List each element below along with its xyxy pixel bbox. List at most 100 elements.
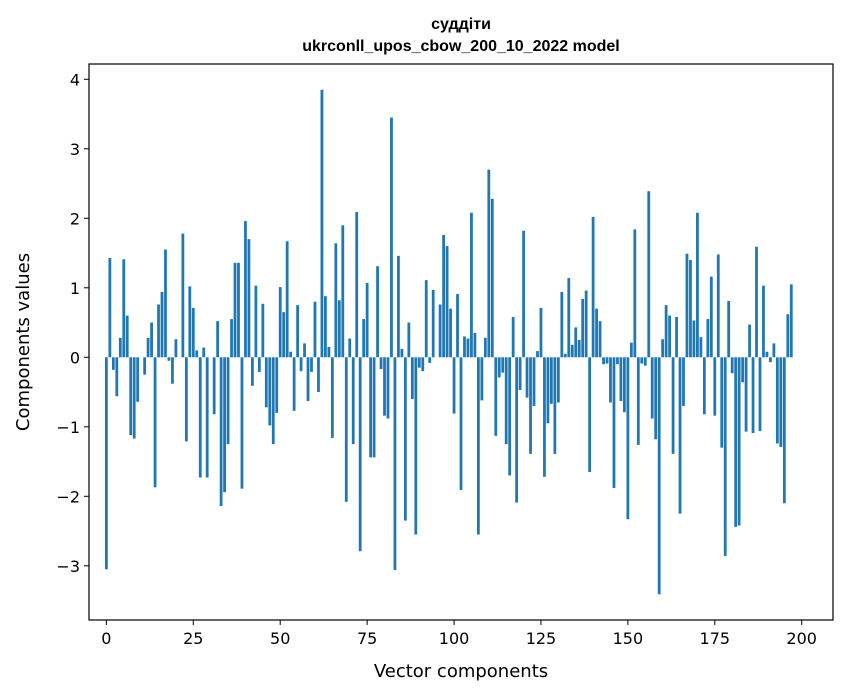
bar: [560, 291, 564, 358]
bar: [584, 290, 588, 358]
bar: [636, 357, 640, 445]
bar: [143, 357, 147, 375]
bar: [619, 357, 623, 402]
bar: [713, 357, 717, 416]
bar: [640, 357, 644, 364]
bar: [230, 319, 233, 358]
bar: [442, 234, 446, 358]
bar: [702, 357, 706, 415]
bar: [609, 357, 612, 403]
bar: [466, 338, 470, 358]
bar: [720, 357, 724, 448]
bar: [257, 357, 261, 372]
bar: [452, 357, 456, 414]
bar: [397, 255, 400, 358]
bar: [292, 357, 296, 411]
bar: [699, 337, 703, 358]
bar: [268, 357, 272, 426]
bar: [150, 322, 153, 358]
bar: [251, 357, 254, 386]
bar: [313, 301, 317, 358]
bar: [324, 296, 327, 358]
chart-title: суддіти: [431, 16, 491, 33]
bar: [647, 191, 651, 358]
bar: [278, 287, 282, 358]
x-axis-ticks: 0 25 50 75 100 125 150 175 200: [101, 620, 817, 648]
bar: [671, 357, 675, 454]
bar: [744, 357, 748, 432]
bar: [605, 357, 609, 364]
bar: [762, 285, 765, 358]
bar: [449, 308, 452, 358]
bar: [118, 337, 122, 358]
bar: [153, 357, 157, 488]
bar: [111, 357, 115, 370]
bar: [310, 357, 313, 372]
x-tick-label: 25: [183, 629, 203, 648]
bars-group: [104, 89, 793, 595]
bar: [407, 322, 411, 358]
y-tick-label: −2: [56, 487, 80, 506]
bar: [581, 298, 585, 358]
bar: [237, 262, 240, 358]
bar: [299, 357, 303, 372]
bar: [216, 321, 220, 358]
bar: [487, 169, 491, 358]
bar: [348, 338, 352, 358]
chart-subtitle: ukrconll_upos_cbow_200_10_2022 model: [302, 38, 619, 55]
bar: [515, 357, 519, 503]
bar: [400, 348, 404, 358]
bar: [393, 357, 397, 570]
bar: [723, 357, 727, 557]
y-tick-label: 2: [70, 209, 80, 228]
bar: [289, 351, 293, 358]
bar: [424, 280, 428, 358]
bar: [261, 303, 265, 358]
bar: [692, 320, 696, 358]
bar: [546, 357, 550, 424]
y-axis-ticks: −3 −2 −1 0 1 2 3 4: [56, 70, 89, 576]
bar: [689, 259, 692, 358]
bar: [244, 221, 247, 358]
bar: [195, 350, 199, 358]
bar: [205, 357, 209, 478]
bar: [327, 346, 331, 358]
bar: [758, 357, 762, 431]
bar: [456, 294, 459, 358]
bar: [306, 357, 310, 402]
bar: [741, 357, 744, 383]
bar: [351, 357, 355, 445]
bar: [775, 357, 779, 444]
bar: [125, 315, 129, 358]
bar: [629, 342, 633, 358]
plot-frame: [88, 63, 834, 621]
bar: [115, 357, 119, 397]
bar: [358, 357, 362, 552]
bar: [198, 357, 202, 478]
bar: [751, 357, 755, 434]
bar: [463, 336, 466, 358]
bar: [282, 312, 286, 358]
bar: [390, 117, 393, 358]
bar: [633, 229, 637, 358]
bar: [181, 233, 185, 358]
bar: [494, 357, 498, 436]
bar: [598, 321, 602, 358]
y-tick-label: 3: [70, 140, 80, 159]
bar: [470, 212, 473, 358]
bar: [772, 343, 776, 358]
y-tick-label: −1: [56, 418, 80, 437]
bar: [254, 285, 258, 358]
bar: [643, 357, 647, 366]
bar: [167, 357, 171, 361]
bar: [174, 339, 178, 358]
bar: [623, 357, 626, 413]
y-axis-label: Components values: [13, 253, 34, 431]
bar: [184, 357, 188, 442]
y-tick-label: −3: [56, 557, 80, 576]
bar: [675, 316, 678, 358]
bar: [219, 357, 223, 507]
bar: [508, 357, 512, 476]
x-tick-label: 125: [526, 629, 557, 648]
